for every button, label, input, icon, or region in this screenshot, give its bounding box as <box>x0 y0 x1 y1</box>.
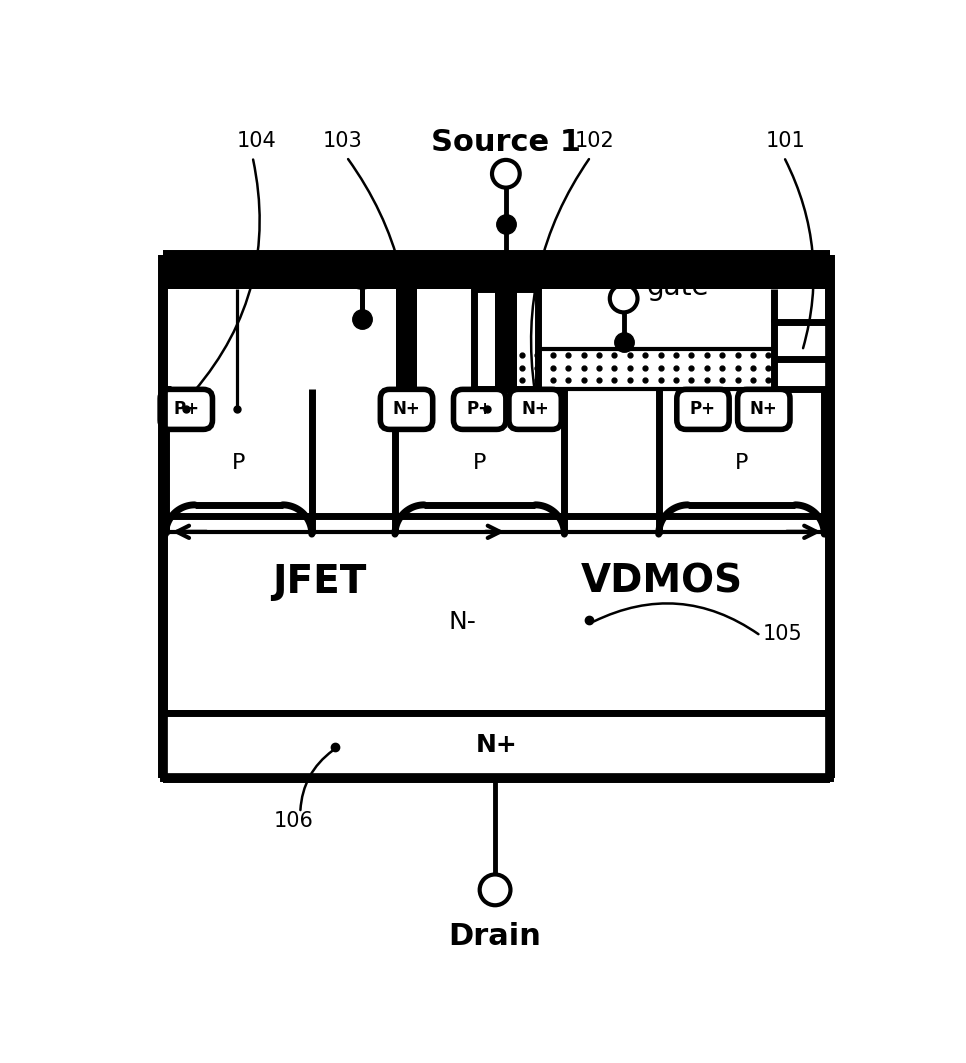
FancyBboxPatch shape <box>677 389 729 429</box>
Text: P: P <box>232 453 245 473</box>
Circle shape <box>492 159 520 188</box>
Text: 106: 106 <box>274 811 314 830</box>
Text: P+: P+ <box>173 401 199 419</box>
Bar <box>514 350 774 389</box>
Text: Drain: Drain <box>448 923 542 951</box>
Text: P: P <box>735 453 748 473</box>
Bar <box>496 289 517 389</box>
Text: N+: N+ <box>750 401 778 419</box>
Text: 105: 105 <box>762 624 802 644</box>
Bar <box>163 713 830 778</box>
Bar <box>396 289 417 389</box>
Text: N+: N+ <box>392 401 420 419</box>
Circle shape <box>480 875 510 906</box>
Text: P+: P+ <box>467 401 493 419</box>
Circle shape <box>348 260 376 288</box>
Text: N+: N+ <box>522 401 549 419</box>
Text: 104: 104 <box>237 132 276 151</box>
Circle shape <box>610 285 638 313</box>
Text: 103: 103 <box>323 132 362 151</box>
Text: VDMOS: VDMOS <box>582 563 743 601</box>
FancyBboxPatch shape <box>738 389 790 429</box>
Bar <box>166 257 827 289</box>
Text: P: P <box>473 453 486 473</box>
Text: JFET: JFET <box>272 563 367 601</box>
Text: N-: N- <box>448 610 476 635</box>
Text: gate: gate <box>647 273 709 301</box>
Bar <box>165 257 828 289</box>
FancyBboxPatch shape <box>453 389 506 429</box>
Text: Source 1: Source 1 <box>431 129 581 157</box>
FancyBboxPatch shape <box>509 389 561 429</box>
Text: N+: N+ <box>475 733 518 758</box>
FancyBboxPatch shape <box>160 389 213 429</box>
FancyBboxPatch shape <box>381 389 433 429</box>
Bar <box>774 322 830 389</box>
Text: 102: 102 <box>575 132 614 151</box>
Bar <box>163 255 830 289</box>
Text: 101: 101 <box>765 132 806 151</box>
Text: Source 2: Source 2 <box>427 264 578 292</box>
Text: P+: P+ <box>690 401 716 419</box>
Bar <box>473 289 538 389</box>
